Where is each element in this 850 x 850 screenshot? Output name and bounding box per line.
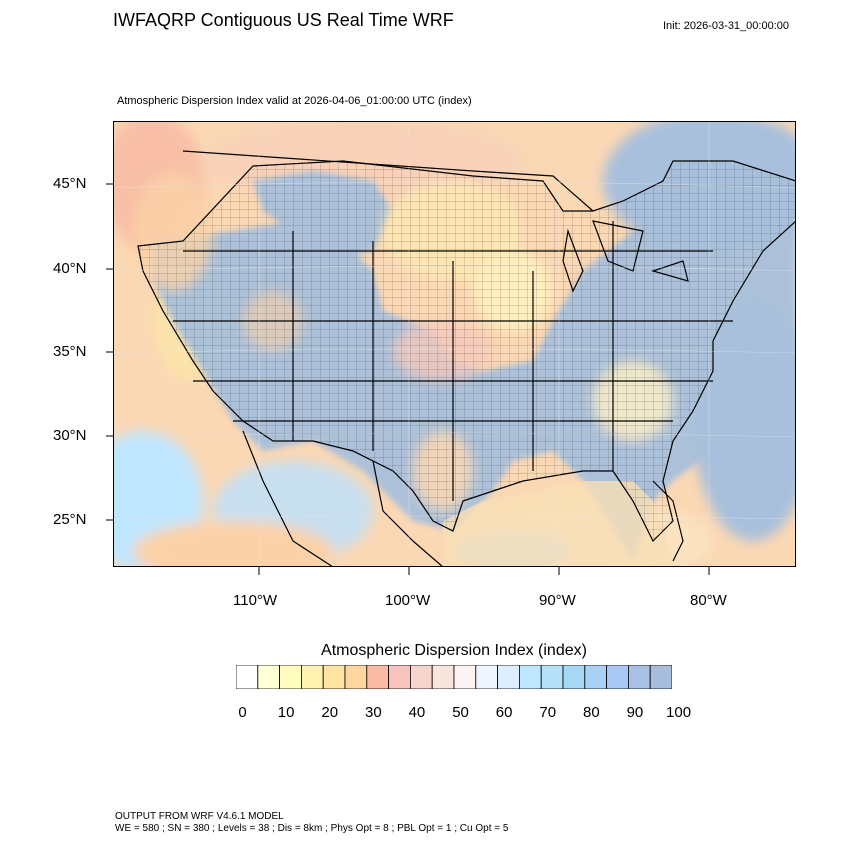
lat-label-25: 25°N — [53, 511, 87, 528]
colorbar-swatch-2 — [279, 665, 302, 689]
lon-label-100: 100°W — [385, 592, 431, 609]
colorbar-swatch-16 — [584, 665, 607, 689]
footer-config-line: WE = 580 ; SN = 380 ; Levels = 38 ; Dis … — [115, 823, 509, 834]
colorbar-swatch-17 — [606, 665, 629, 689]
colorbar-swatch-15 — [562, 665, 586, 689]
colorbar-tick-90: 90 — [626, 704, 644, 721]
colorbar-tick-60: 60 — [495, 704, 513, 721]
colorbar-tick-30: 30 — [364, 704, 382, 721]
colorbar-swatch-6 — [366, 665, 390, 689]
colorbar-swatch-12 — [497, 665, 520, 689]
lat-ticks — [106, 183, 113, 521]
colorbar-swatch-8 — [409, 665, 433, 689]
colorbar-swatch-13 — [518, 665, 542, 689]
lat-label-35: 35°N — [53, 343, 87, 360]
colorbar-swatch-9 — [431, 665, 455, 689]
colorbar — [236, 665, 672, 689]
lat-label-40: 40°N — [53, 260, 87, 277]
map-subtitle: Atmospheric Dispersion Index valid at 20… — [117, 95, 472, 107]
lon-label-110: 110°W — [233, 592, 278, 609]
page-title: IWFAQRP Contiguous US Real Time WRF — [113, 10, 454, 30]
gulf-of-mexico — [443, 481, 673, 567]
colorbar-swatch-7 — [388, 665, 411, 689]
colorbar-swatch-4 — [322, 665, 346, 689]
colorbar-swatch-1 — [257, 665, 280, 689]
colorbar-swatch-5 — [344, 665, 368, 689]
colorbar-tick-20: 20 — [321, 704, 339, 721]
mexico-coast — [242, 430, 444, 567]
colorbar-swatch-19 — [649, 665, 672, 689]
colorbar-swatch-14 — [540, 665, 564, 689]
lon-ticks — [258, 567, 710, 575]
dispersion-index-map — [113, 121, 796, 567]
colorbar-tick-80: 80 — [582, 704, 600, 721]
colorbar-tick-10: 10 — [277, 704, 295, 721]
colorbar-swatch-3 — [301, 665, 324, 689]
colorbar-tick-50: 50 — [452, 704, 469, 721]
lon-label-90: 90°W — [539, 592, 576, 609]
colorbar-swatch-10 — [453, 665, 477, 689]
colorbar-title: Atmospheric Dispersion Index (index) — [321, 642, 587, 659]
colorbar-swatch-18 — [627, 665, 651, 689]
colorbar-tick-0: 0 — [238, 704, 247, 721]
graticule — [113, 121, 796, 567]
footer-model-line: OUTPUT FROM WRF V4.6.1 MODEL — [115, 811, 284, 822]
colorbar-tick-40: 40 — [408, 704, 426, 721]
great-lakes — [562, 220, 689, 293]
colorbar-swatch-0 — [236, 665, 259, 689]
lat-label-30: 30°N — [53, 427, 87, 444]
florida — [652, 480, 684, 562]
lat-label-45: 45°N — [53, 175, 87, 192]
state-line-2 — [173, 250, 733, 422]
canada-border — [182, 150, 594, 212]
colorbar-tick-70: 70 — [539, 704, 557, 721]
init-time-label: Init: 2026-03-31_00:00:00 — [663, 20, 789, 32]
colorbar-tick-100: 100 — [666, 704, 692, 721]
county-boundaries — [138, 161, 796, 541]
lon-label-80: 80°W — [690, 592, 727, 609]
colorbar-swatch-11 — [475, 665, 499, 689]
